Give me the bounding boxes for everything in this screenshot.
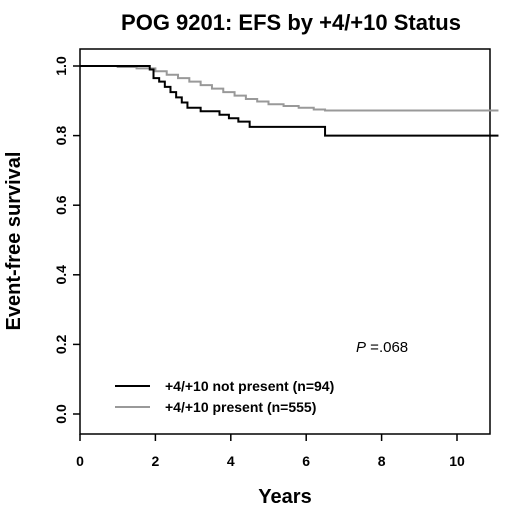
x-tick-label: 0 <box>76 453 84 469</box>
y-tick-label: 0.0 <box>53 404 69 424</box>
survival-curve-0 <box>80 65 499 137</box>
x-tick-label: 8 <box>378 453 386 469</box>
y-tick-label: 0.6 <box>53 195 69 215</box>
x-axis: 0 2 4 6 8 10 <box>76 434 465 469</box>
x-tick-label: 10 <box>449 453 465 469</box>
y-tick-label: 0.8 <box>53 126 69 146</box>
y-tick-label: 0.2 <box>53 334 69 354</box>
series-group <box>80 65 499 137</box>
x-axis-label: Years <box>258 486 311 508</box>
y-axis: 0.0 0.2 0.4 0.6 0.8 1.0 <box>53 56 80 424</box>
y-axis-label: Event-free survival <box>3 152 25 331</box>
x-tick-label: 6 <box>302 453 310 469</box>
chart-title: POG 9201: EFS by +4/+10 Status <box>121 10 461 35</box>
p-value-symbol: P <box>356 339 366 356</box>
legend: +4/+10 not present (n=94) +4/+10 present … <box>115 378 334 415</box>
p-value-text: =.068 <box>366 339 408 356</box>
y-tick-label: 0.4 <box>53 265 69 285</box>
y-tick-label: 1.0 <box>53 56 69 76</box>
legend-label: +4/+10 present (n=555) <box>165 399 316 415</box>
legend-label: +4/+10 not present (n=94) <box>165 378 334 394</box>
x-tick-label: 2 <box>152 453 160 469</box>
survival-curve-1 <box>80 65 499 112</box>
p-value-annotation: P =.068 <box>356 339 408 356</box>
x-tick-label: 4 <box>227 453 235 469</box>
plot-frame <box>79 48 491 435</box>
